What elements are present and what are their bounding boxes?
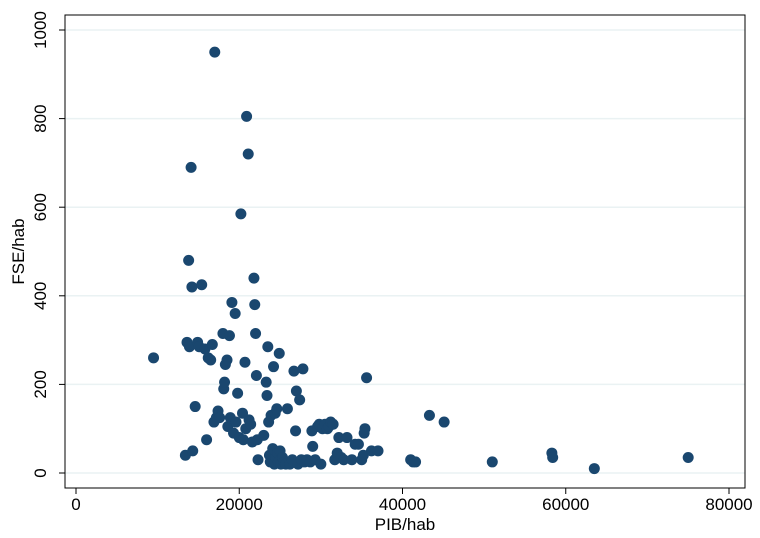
data-point	[189, 401, 201, 413]
x-axis: 0 20000 40000 60000 80000	[71, 488, 753, 514]
data-point	[206, 339, 218, 351]
data-point	[346, 454, 358, 466]
data-point	[290, 425, 302, 437]
x-axis-title: PIB/hab	[375, 515, 436, 534]
data-point	[187, 445, 199, 457]
y-tick-label: 1000	[31, 11, 50, 49]
data-point	[223, 330, 235, 342]
data-point	[241, 110, 253, 122]
data-point	[186, 281, 198, 293]
data-point	[239, 356, 251, 368]
grid-lines	[65, 29, 745, 474]
x-tick-label: 40000	[379, 495, 426, 514]
y-tick-label: 400	[31, 282, 50, 310]
data-point	[261, 389, 273, 401]
data-point	[327, 418, 339, 430]
data-point	[352, 438, 364, 450]
data-point	[268, 361, 280, 373]
x-tick-label: 80000	[705, 495, 752, 514]
data-point	[423, 409, 435, 421]
data-point	[205, 354, 217, 366]
data-point	[410, 456, 422, 468]
data-point	[307, 440, 319, 452]
data-point	[185, 161, 197, 173]
data-point	[290, 385, 302, 397]
data-point	[297, 363, 309, 375]
data-point	[232, 387, 244, 399]
data-point	[333, 432, 345, 444]
data-points	[148, 46, 694, 475]
data-point	[338, 454, 350, 466]
data-point	[242, 148, 254, 160]
x-tick-label: 20000	[216, 495, 263, 514]
data-point	[201, 434, 213, 446]
data-point	[183, 341, 195, 353]
data-point	[438, 416, 450, 428]
data-point	[214, 412, 226, 424]
data-point	[221, 354, 233, 366]
data-point	[294, 394, 306, 406]
y-tick-label: 800	[31, 104, 50, 132]
data-point	[230, 416, 242, 428]
data-point	[359, 423, 371, 435]
data-point	[235, 208, 247, 220]
data-point	[547, 451, 559, 463]
data-point	[281, 403, 293, 415]
data-point	[148, 352, 160, 364]
data-point	[357, 449, 369, 461]
data-point	[288, 365, 300, 377]
data-point	[196, 279, 208, 291]
data-point	[258, 429, 270, 441]
data-point	[237, 434, 249, 446]
data-point	[260, 376, 272, 388]
y-axis: 0 200 400 600 800 1000	[31, 11, 65, 478]
data-point	[372, 445, 384, 457]
data-point	[249, 299, 261, 311]
x-tick-label: 0	[71, 495, 80, 514]
data-point	[588, 463, 600, 475]
data-point	[250, 370, 262, 382]
y-axis-title: FSE/hab	[9, 218, 28, 284]
data-point	[361, 372, 373, 384]
data-point	[341, 432, 353, 444]
data-point	[273, 347, 285, 359]
data-point	[486, 456, 498, 468]
data-point	[183, 254, 195, 266]
data-point	[245, 418, 257, 430]
data-point	[219, 376, 231, 388]
data-point	[262, 341, 274, 353]
data-point	[226, 296, 238, 308]
y-tick-label: 0	[31, 468, 50, 477]
data-point	[229, 308, 241, 320]
data-point	[252, 454, 264, 466]
data-point	[209, 46, 221, 58]
data-point	[248, 272, 260, 284]
y-tick-label: 200	[31, 370, 50, 398]
data-point	[682, 451, 694, 463]
data-point	[271, 403, 283, 415]
data-point	[315, 458, 327, 470]
plot-frame	[64, 14, 746, 489]
x-tick-label: 60000	[542, 495, 589, 514]
y-tick-label: 600	[31, 193, 50, 221]
data-point	[250, 327, 262, 339]
